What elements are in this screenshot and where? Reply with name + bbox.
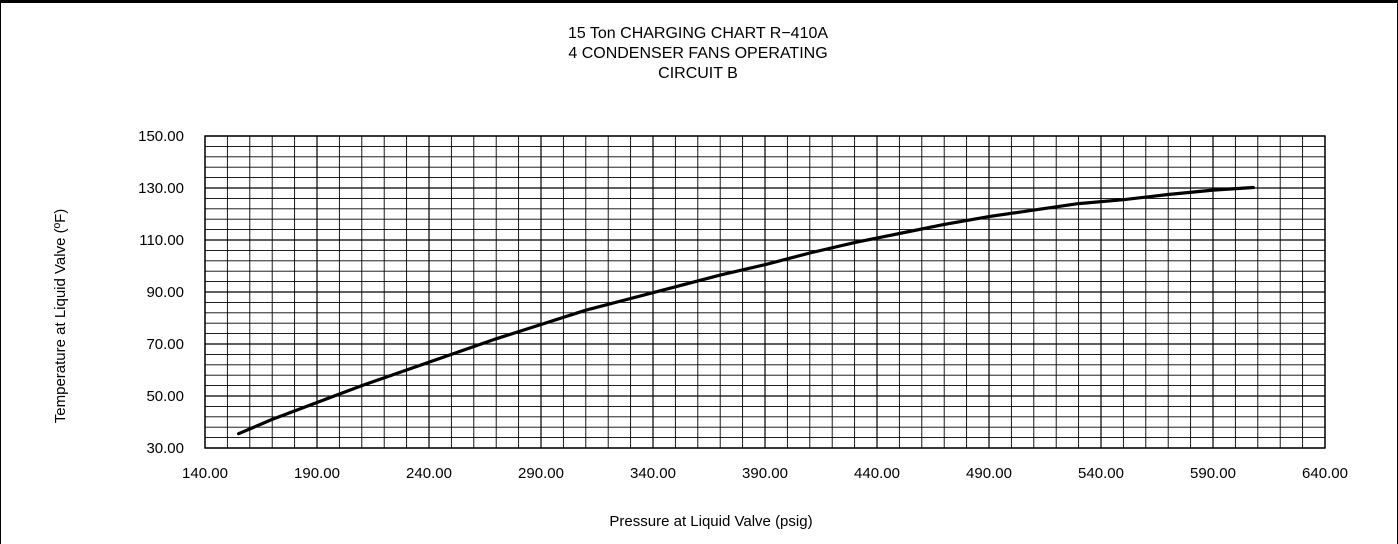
x-tick-label: 540.00: [1078, 465, 1124, 482]
y-tick-label: 90.00: [146, 284, 184, 301]
x-tick-label: 340.00: [630, 465, 676, 482]
y-tick-label: 130.00: [138, 180, 184, 197]
x-tick-label: 190.00: [294, 465, 340, 482]
x-tick-label: 240.00: [406, 465, 452, 482]
y-tick-label: 110.00: [139, 232, 184, 249]
x-tick-label: 490.00: [966, 465, 1012, 482]
chart-title-line-2: 4 CONDENSER FANS OPERATING: [568, 45, 828, 62]
x-tick-label: 290.00: [518, 465, 564, 482]
series-line: [237, 185, 1255, 436]
plot-border: [204, 135, 1326, 449]
plot-area: [204, 135, 1326, 449]
chart-title-line-1: 15 Ton CHARGING CHART R−410A: [567, 25, 829, 42]
y-tick-label: 150.00: [138, 128, 184, 145]
x-axis-label: Pressure at Liquid Valve (psig): [609, 513, 812, 530]
chart-title-line-3: CIRCUIT B: [658, 65, 738, 82]
grid-lines: [204, 135, 1326, 449]
series-layer: [237, 185, 1255, 436]
y-tick-label: 50.00: [146, 388, 184, 405]
x-tick-label: 140.00: [182, 465, 228, 482]
x-tick-label: 390.00: [742, 465, 788, 482]
x-tick-labels: 140.00 190.00 240.00 290.00 340.00 390.00 440.…: [182, 465, 1348, 482]
x-tick-label: 640.00: [1302, 465, 1348, 482]
y-tick-label: 30.00: [146, 440, 184, 457]
x-tick-label: 440.00: [854, 465, 900, 482]
y-tick-labels: 30.00 50.00 70.00 90.00 110.00 130.00 150.00: [138, 128, 184, 457]
x-tick-label: 590.00: [1190, 465, 1236, 482]
chart-title: 15 Ton CHARGING CHART R−410A 4 CONDENSER…: [0, 24, 1396, 84]
y-tick-label: 70.00: [146, 336, 184, 353]
y-axis-label: Temperature at Liquid Valve (ºF): [52, 209, 69, 423]
